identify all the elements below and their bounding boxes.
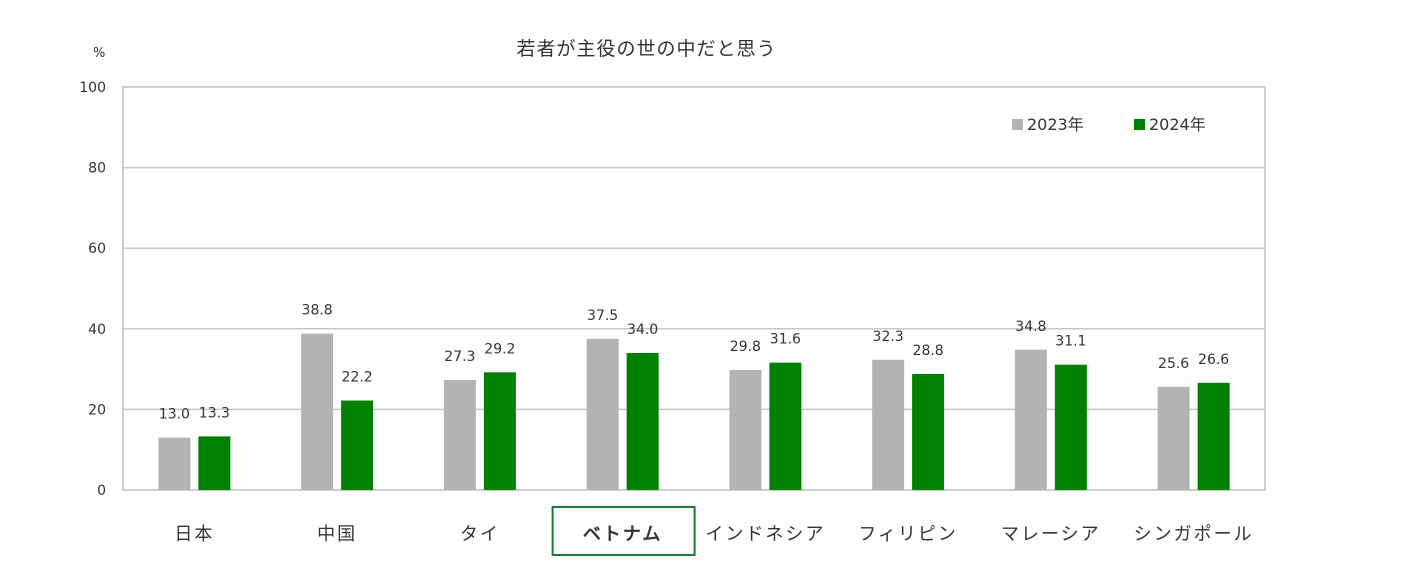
data-label: 29.8 [730,339,761,355]
legend-swatch [1134,119,1145,130]
x-tick-label: 日本 [174,524,214,545]
legend-swatch [1012,119,1023,130]
data-label: 22.2 [342,370,373,386]
bar-2023 [872,359,905,490]
y-tick-label: 100 [79,80,106,96]
bar-2024 [341,400,374,490]
x-tick-label: ベトナム [583,524,662,545]
data-label: 34.0 [627,322,658,338]
bar-2023 [158,437,191,490]
y-tick-label: 40 [88,322,106,338]
bar-2024 [198,436,231,490]
x-tick-label: タイ [460,524,500,545]
plot-area-border [122,86,1266,491]
bar-2024 [1197,382,1230,490]
bar-2024 [769,362,802,490]
x-tick-label: インドネシア [705,524,825,545]
data-label: 31.6 [770,332,801,348]
y-tick-label: 0 [97,483,106,499]
x-tick-label: フィリピン [858,524,958,545]
legend-label: 2023年 [1027,115,1084,134]
bar-2023 [301,333,334,490]
data-label: 13.0 [159,407,190,423]
data-label: 27.3 [444,349,475,365]
data-label: 28.8 [913,343,944,359]
x-tick-label: 中国 [317,524,357,545]
data-label: 37.5 [587,308,618,324]
x-tick-label: シンガポール [1134,524,1254,545]
highlight-box [551,506,696,556]
data-label: 13.3 [199,405,230,421]
bar-2024 [912,373,945,490]
y-tick-label: 60 [88,241,106,257]
bar-2024 [483,372,516,490]
data-label: 25.6 [1158,356,1189,372]
bar-2023 [1014,349,1047,490]
bar-2023 [1157,386,1190,490]
bar-2023 [729,369,762,490]
x-tick-label: マレーシア [1001,524,1101,545]
bar-2024 [1054,364,1087,490]
bar-2023 [586,338,619,490]
data-label: 38.8 [302,303,333,319]
bar-2023 [443,379,476,490]
legend-label: 2024年 [1149,115,1206,134]
data-label: 32.3 [873,329,904,345]
y-axis-unit: % [93,46,106,61]
data-label: 26.6 [1198,352,1229,368]
chart-title: 若者が主役の世の中だと思う [516,38,777,60]
data-label: 34.8 [1015,319,1046,335]
y-tick-label: 80 [88,161,106,177]
bar-2024 [626,352,659,490]
y-tick-label: 20 [88,402,106,418]
data-label: 29.2 [484,341,515,357]
data-label: 31.1 [1055,334,1086,350]
